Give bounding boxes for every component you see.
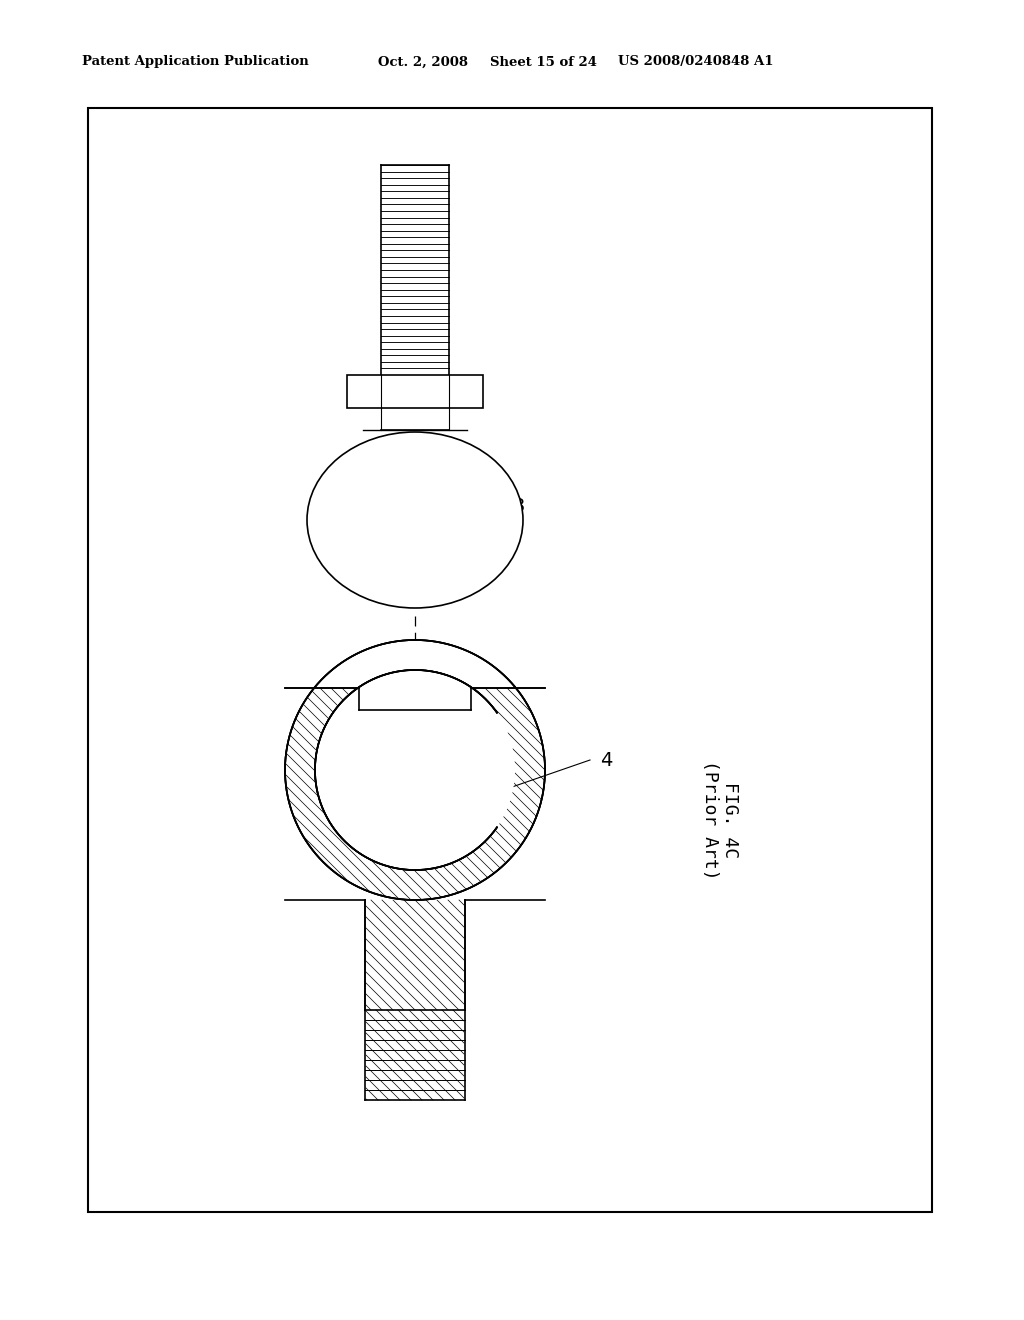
Bar [347, 375, 483, 408]
Text: 3: 3 [513, 498, 525, 516]
Text: FIG. 4C
(Prior Art): FIG. 4C (Prior Art) [700, 760, 739, 880]
Ellipse shape [285, 640, 545, 900]
Text: 4: 4 [600, 751, 612, 770]
Text: Oct. 2, 2008: Oct. 2, 2008 [378, 55, 468, 69]
Bar [88, 108, 932, 1212]
Ellipse shape [307, 432, 523, 609]
Text: Sheet 15 of 24: Sheet 15 of 24 [490, 55, 597, 69]
Ellipse shape [315, 671, 515, 870]
Text: US 2008/0240848 A1: US 2008/0240848 A1 [618, 55, 773, 69]
Ellipse shape [316, 671, 514, 869]
Text: Patent Application Publication: Patent Application Publication [82, 55, 309, 69]
